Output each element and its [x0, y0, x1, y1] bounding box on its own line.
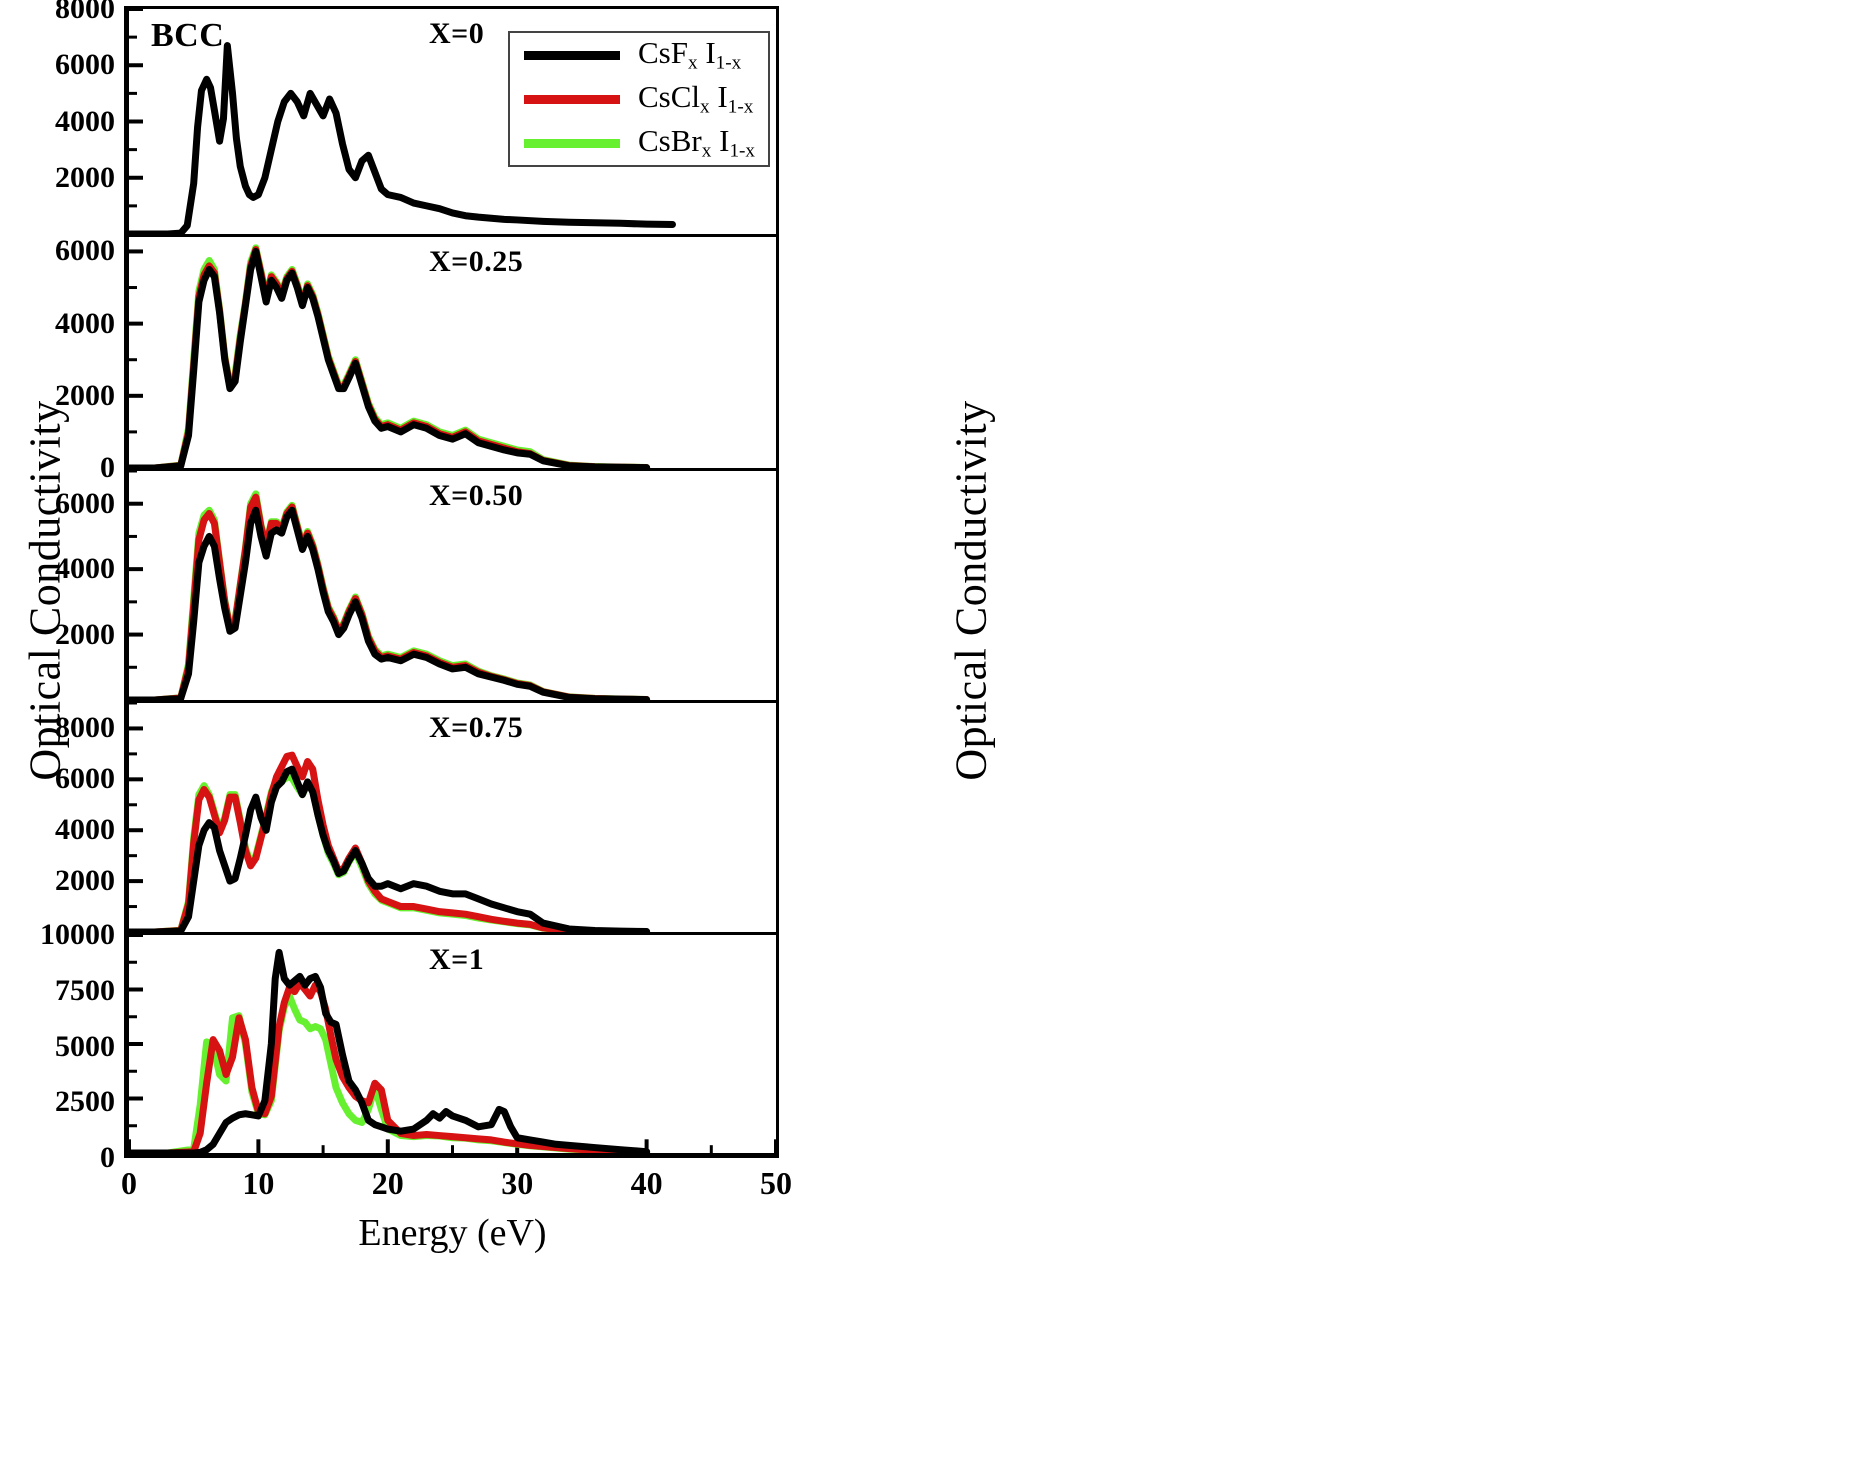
y-tick-label: 2500 [55, 1085, 115, 1119]
series-line [129, 952, 647, 1153]
plot-area-bcc-x075 [129, 703, 776, 932]
series-line [129, 497, 647, 700]
panel-title-bcc-x025: X=0.25 [429, 245, 524, 278]
structure-label-bcc: BCC [151, 17, 225, 54]
y-axis-ticks-bcc-x0: 2000 4000 6000 8000 [0, 0, 129, 234]
legend-item: CsClx I1-x [510, 77, 768, 121]
plot-area-bcc-x1 [129, 935, 776, 1153]
y-tick-label: 8000 [55, 711, 115, 745]
y-axis-ticks-bcc-x050: 2000 4000 6000 [0, 471, 129, 700]
x-axis-ticks-bcc-x1: 0 10 20 30 40 50 [121, 1153, 792, 1213]
y-tick-label: 2000 [55, 378, 115, 412]
legend-swatch-green [524, 138, 620, 148]
plot-area-bcc-x050 [129, 471, 776, 700]
plot-area-bcc-x025 [129, 237, 776, 468]
series-line [129, 494, 647, 700]
y-tick-label: 6000 [55, 486, 115, 520]
plot-area-bcc-x0 [129, 9, 776, 234]
panel-stack-bcc: BCC X=0 2000 4000 6000 8000 CsFx I1-x CsClx I1-… [40, 0, 792, 1254]
legend-swatch-black [524, 50, 620, 60]
legend-label: CsFx I1-x [638, 35, 742, 74]
panel-title-bcc-x075: X=0.75 [429, 711, 524, 744]
y-tick-label: 6000 [55, 762, 115, 796]
y-tick-label: 4000 [55, 306, 115, 340]
y-tick-label: 0 [100, 1141, 115, 1174]
x-tick-label: 0 [121, 1165, 137, 1201]
y-tick-label: 6000 [55, 234, 115, 268]
y-axis-ticks-bcc-x025: 0 2000 4000 6000 [0, 234, 129, 484]
plot-panel-bcc-x1: X=1 0 2500 5000 7500 10000 0 10 20 30 40 50 Energy (… [40, 918, 792, 1254]
y-axis-ticks-bcc-x075: 2000 4000 6000 8000 [0, 703, 129, 932]
y-tick-label: 0 [100, 451, 115, 484]
y-axis-ticks-bcc-x1: 0 2500 5000 7500 10000 [0, 918, 129, 1174]
x-tick-label: 50 [760, 1165, 792, 1201]
series-line [129, 769, 647, 932]
panel-title-bcc-x050: X=0.50 [429, 479, 524, 512]
series-line [129, 510, 647, 700]
y-axis-title-right: Optical Conductivity [946, 400, 996, 781]
x-tick-label: 30 [501, 1165, 534, 1201]
y-tick-label: 7500 [55, 973, 115, 1007]
y-tick-label: 2000 [55, 864, 115, 898]
x-tick-label: 10 [242, 1165, 275, 1201]
x-tick-label: 20 [371, 1165, 404, 1201]
legend-label: CsBrx I1-x [638, 123, 756, 162]
panel-title-bcc-x0: X=0 [429, 17, 485, 50]
y-tick-label: 6000 [55, 48, 115, 82]
panel-title-bcc-x1: X=1 [429, 943, 485, 976]
plot-panel-bcc-x050: X=0.50 2000 4000 6000 [55, 468, 779, 700]
x-tick-label: 40 [630, 1165, 663, 1201]
legend-item: CsBrx I1-x [510, 121, 768, 165]
legend-label: CsClx I1-x [638, 79, 754, 118]
y-tick-label: 2000 [55, 617, 115, 651]
series-line [129, 251, 647, 468]
y-tick-label: 4000 [55, 813, 115, 847]
plot-panel-bcc-x025: X=0.25 0 2000 4000 6000 [55, 234, 779, 484]
x-axis-title: Energy (eV) [358, 1212, 547, 1254]
plot-panel-bcc-x0: BCC X=0 2000 4000 6000 8000 CsFx I1-x CsClx I1-… [55, 0, 779, 234]
y-tick-label: 4000 [55, 104, 115, 138]
y-tick-label: 4000 [55, 552, 115, 586]
y-tick-label: 2000 [55, 160, 115, 194]
y-tick-label: 5000 [55, 1029, 115, 1063]
legend-swatch-red [524, 94, 620, 104]
y-axis-ticks-fcc-x075: 1500300045006000 [1801, 703, 1852, 932]
y-tick-label: 10000 [40, 918, 115, 951]
series-line [129, 46, 672, 234]
y-tick-label: 8000 [55, 0, 115, 25]
legend-item: CsFx I1-x [510, 33, 768, 77]
plot-panel-bcc-x075: X=0.75 2000 4000 6000 8000 [55, 700, 779, 932]
legend: CsFx I1-x CsClx I1-x CsBrx I1-x [508, 31, 770, 167]
column-fcc: Optical Conductivity FCCX=0200040006000C… [926, 0, 1852, 1462]
column-bcc: Optical Conductivity BCC X=0 2000 4000 6000 8… [21, 0, 793, 1254]
